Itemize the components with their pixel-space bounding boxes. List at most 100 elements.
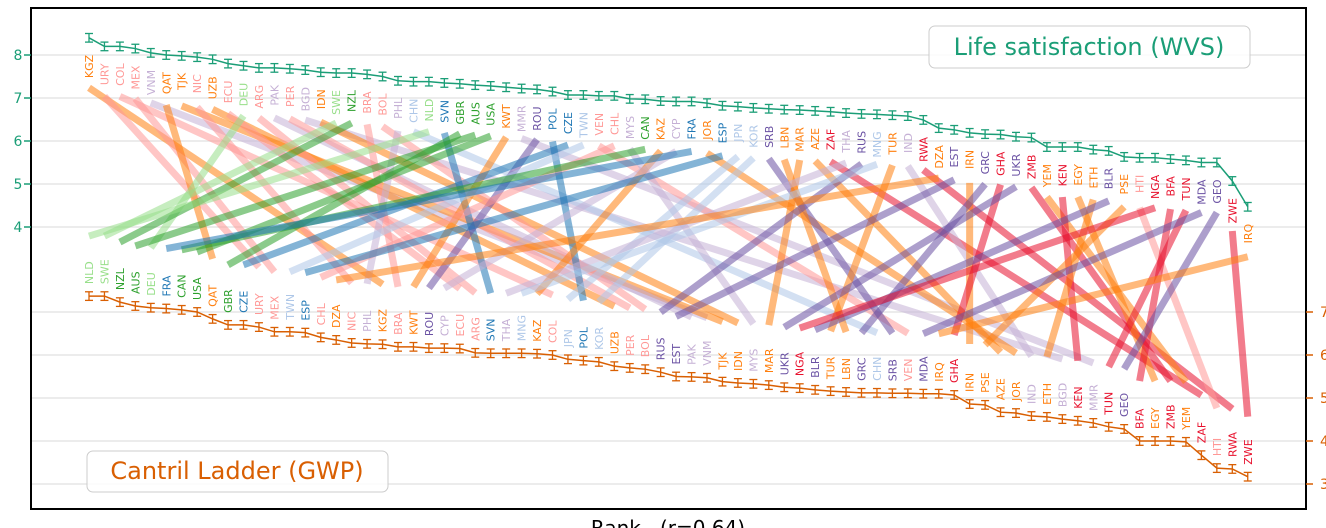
wvs-point	[1181, 155, 1190, 166]
gwp-country-label: PSE	[979, 372, 992, 393]
connector-nga	[798, 204, 1157, 332]
wvs-point	[347, 68, 356, 79]
gwp-point	[780, 382, 789, 393]
gwp-country-label: JPN	[562, 329, 575, 348]
gwp-country-label: BGD	[1056, 383, 1069, 407]
connector-bfa	[1136, 208, 1174, 382]
plot-frame	[30, 7, 1307, 510]
wvs-point	[424, 76, 433, 87]
wvs-country-label: HTI	[1134, 175, 1147, 193]
gwp-point	[888, 388, 897, 399]
gwp-country-label: TWN	[284, 294, 297, 321]
wvs-country-label: IND	[902, 133, 915, 153]
wvs-country-label: MYS	[624, 116, 637, 139]
wvs-point	[950, 124, 959, 135]
gwp-country-label: DEU	[145, 272, 158, 295]
wvs-point	[548, 86, 557, 97]
gwp-point	[1042, 411, 1051, 422]
gwp-country-label: HTI	[1211, 438, 1224, 456]
gwp-country-label: MMR	[1087, 384, 1100, 411]
gwp-country-label: ZMB	[1165, 404, 1178, 429]
wvs-point	[394, 75, 402, 86]
wvs-country-label: ZAF	[825, 129, 838, 150]
gwp-country-label: PHL	[361, 310, 374, 332]
wvs-country-label: GEO	[1211, 179, 1224, 203]
wvs-line	[88, 37, 1249, 208]
gwp-point	[1012, 408, 1020, 419]
wvs-point	[1228, 176, 1237, 186]
wvs-point	[764, 103, 773, 114]
right-tick-label: 3	[1320, 477, 1326, 493]
gwp-point	[502, 348, 511, 359]
wvs-point	[100, 41, 109, 52]
connector-mng	[520, 161, 879, 297]
gwp-country-label: ESP	[299, 300, 312, 321]
gwp-country-label: CZE	[238, 291, 251, 313]
wvs-country-label: SRB	[763, 126, 776, 148]
wvs-country-label: TJK	[176, 72, 189, 91]
wvs-point	[409, 76, 418, 87]
wvs-country-label: ECU	[222, 81, 235, 104]
gwp-country-label: VNM	[701, 341, 714, 366]
wvs-country-label: TUN	[1180, 177, 1193, 201]
wvs-country-label: TWN	[577, 112, 590, 139]
gwp-country-label: IRN	[964, 373, 977, 392]
wvs-country-label: YEM	[1041, 164, 1054, 188]
wvs-point	[656, 96, 665, 106]
wvs-point	[1120, 151, 1129, 162]
gwp-country-label: RUS	[655, 338, 668, 361]
wvs-country-label: PSE	[1118, 174, 1131, 195]
gwp-point	[301, 327, 310, 338]
gwp-point	[131, 301, 140, 311]
gwp-point	[656, 367, 665, 378]
gwp-country-label: CAN	[176, 274, 189, 297]
gwp-point	[703, 372, 711, 383]
gwp-point	[579, 355, 588, 366]
gwp-point	[455, 343, 464, 354]
gwp-point	[1120, 424, 1129, 434]
gwp-country-label: PER	[624, 334, 637, 356]
gwp-country-label: MYS	[747, 349, 760, 372]
wvs-point	[780, 104, 789, 115]
wvs-point	[239, 60, 248, 71]
wvs-point	[981, 129, 990, 140]
wvs-point	[363, 69, 372, 80]
x-axis-label: Rank (r=0.64)	[591, 516, 745, 528]
wvs-point	[1058, 142, 1067, 152]
connector-deu	[147, 113, 247, 250]
wvs-country-label: ROU	[531, 106, 544, 130]
wvs-country-label: NGA	[1149, 174, 1162, 199]
wvs-country-label: EST	[948, 147, 961, 168]
gwp-country-label: SRB	[886, 359, 899, 381]
gwp-point	[1135, 436, 1144, 446]
gwp-point	[85, 291, 93, 302]
gwp-point	[316, 332, 325, 343]
gwp-point	[394, 341, 402, 352]
gwp-point	[239, 319, 248, 330]
wvs-point	[533, 84, 542, 95]
gwp-point	[610, 361, 619, 372]
wvs-country-label: BLR	[1103, 168, 1116, 190]
connector-fra	[165, 147, 693, 253]
gwp-country-label: ECU	[454, 314, 467, 337]
country-labels: KGZ URY COL MEX VNM QAT TJK NIC UZB ECU DEU ARG PAK P…	[83, 54, 1255, 464]
gwp-point	[332, 334, 341, 345]
wvs-country-label: NLD	[423, 99, 436, 122]
wvs-country-label: GBR	[454, 100, 467, 124]
gwp-point	[177, 304, 186, 315]
left-tick-label: 5	[14, 177, 23, 193]
axes: 4 5 6 7 8 3 4 5 6 7	[14, 48, 1326, 493]
gwp-country-label: KWT	[407, 310, 420, 335]
gwp-point	[548, 350, 557, 360]
gwp-point	[826, 386, 835, 397]
wvs-point	[610, 90, 619, 101]
gwp-country-label: USA	[191, 277, 204, 300]
wvs-point	[146, 47, 155, 58]
wvs-point	[842, 108, 851, 118]
legend-gwp-label: Cantril Ladder (GWP)	[110, 457, 363, 485]
gwp-country-label: LBN	[840, 358, 853, 380]
wvs-country-label: KGZ	[83, 54, 96, 78]
gwp-point	[919, 388, 928, 399]
gwp-country-label: NIC	[346, 311, 359, 330]
